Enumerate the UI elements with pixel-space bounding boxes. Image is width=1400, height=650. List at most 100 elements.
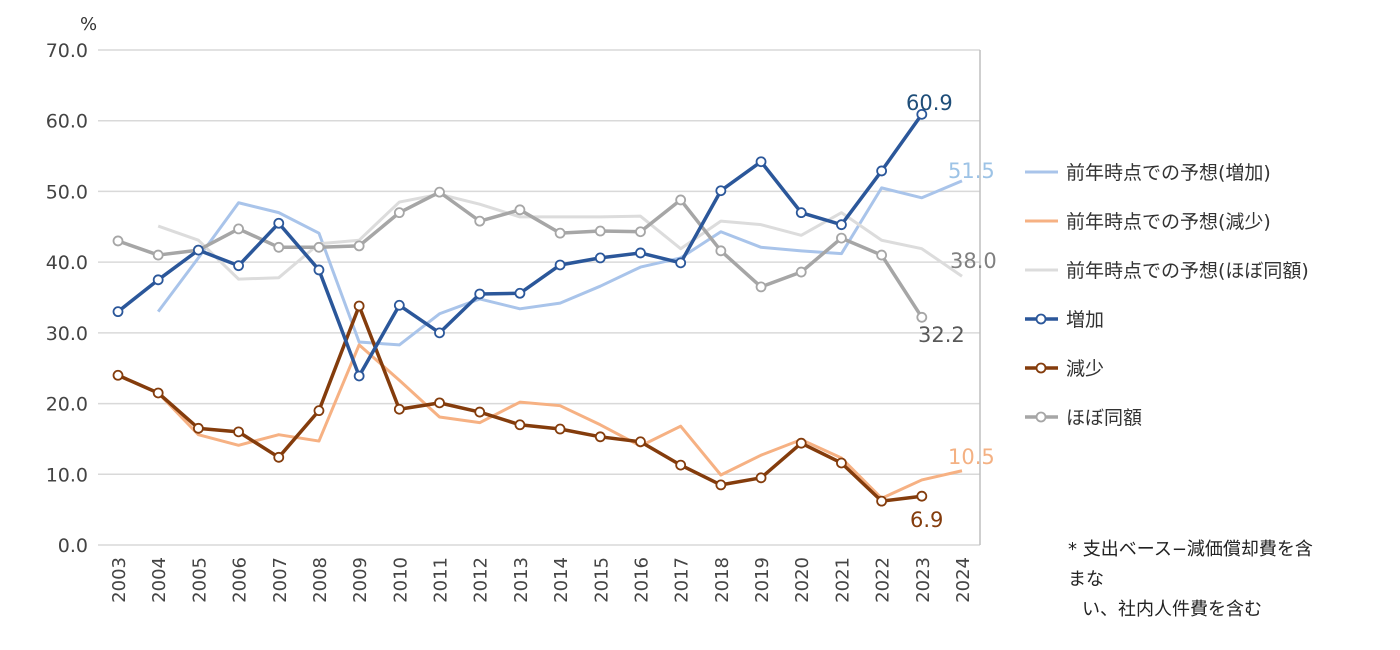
x-tick-label: 2015: [591, 557, 612, 603]
data-point: [474, 215, 486, 227]
end-value-label: 60.9: [906, 91, 953, 115]
x-tick-label: 2011: [431, 557, 452, 603]
series-line: [116, 113, 924, 378]
data-point: [594, 252, 606, 264]
x-tick-label: 2007: [270, 557, 291, 603]
data-point: [715, 185, 727, 197]
x-tick-label: 2014: [551, 557, 572, 603]
data-point: [192, 244, 204, 256]
data-point: [233, 223, 244, 235]
y-tick-label: 0.0: [58, 535, 88, 557]
data-point: [876, 165, 888, 177]
x-tick-label: 2008: [310, 557, 331, 603]
data-point: [353, 370, 365, 382]
data-point: [795, 437, 807, 449]
data-point: [273, 451, 285, 463]
data-point: [755, 472, 767, 484]
legend-label: 前年時点での予想(増加): [1066, 162, 1271, 184]
x-tick-label: 2006: [230, 557, 251, 603]
end-value-label: 51.5: [948, 159, 995, 183]
legend-label: ほぼ同額: [1066, 407, 1142, 429]
x-tick-label: 2016: [631, 557, 652, 603]
data-point: [594, 225, 606, 237]
data-point: [916, 311, 928, 323]
data-point: [594, 431, 606, 443]
end-value-label: 32.2: [918, 323, 965, 347]
data-point: [675, 257, 687, 269]
x-tick-label: 2022: [873, 557, 894, 603]
data-point: [514, 204, 526, 216]
data-point: [715, 245, 727, 257]
data-point: [554, 259, 566, 271]
legend-label: 増加: [1066, 309, 1104, 331]
data-point: [916, 108, 928, 120]
legend-marker: [1035, 411, 1047, 423]
data-point: [474, 406, 486, 418]
data-point: [876, 249, 888, 261]
data-point: [635, 247, 646, 259]
x-tick-label: 2004: [149, 557, 170, 603]
data-point: [675, 459, 687, 471]
data-point: [313, 241, 325, 253]
data-point: [836, 457, 847, 469]
end-value-label: 10.5: [948, 445, 995, 469]
data-point: [273, 217, 285, 229]
data-point: [876, 495, 888, 507]
legend-label: 前年時点での予想(ほぼ同額): [1066, 260, 1309, 282]
data-point: [434, 186, 445, 198]
data-point: [635, 436, 646, 448]
y-tick-label: 50.0: [46, 181, 88, 203]
x-tick-label: 2023: [913, 557, 934, 603]
data-point: [393, 207, 405, 219]
data-point: [112, 369, 124, 381]
data-point: [916, 490, 928, 502]
data-point: [434, 397, 445, 409]
data-point: [554, 423, 566, 435]
y-tick-label: 10.0: [46, 464, 88, 486]
data-point: [313, 264, 325, 276]
legend-label: 前年時点での予想(減少): [1066, 211, 1271, 233]
y-tick-label: 30.0: [46, 323, 88, 345]
data-point: [233, 260, 244, 272]
legend-label: 減少: [1066, 358, 1104, 380]
data-point: [353, 300, 365, 312]
data-point: [152, 387, 164, 399]
data-point: [112, 306, 124, 318]
y-tick-label: 20.0: [46, 394, 88, 416]
data-point: [112, 235, 124, 247]
x-tick-label: 2020: [792, 557, 813, 603]
data-point: [152, 249, 164, 261]
series-line: [156, 179, 963, 347]
data-point: [313, 405, 325, 417]
data-point: [554, 227, 566, 239]
legend-marker: [1035, 313, 1047, 325]
y-tick-label: 40.0: [46, 252, 88, 274]
data-point: [675, 194, 687, 206]
data-point: [635, 226, 646, 238]
y-tick-label: 60.0: [46, 111, 88, 133]
x-tick-label: 2005: [189, 557, 210, 603]
x-tick-label: 2021: [832, 557, 853, 603]
data-point: [715, 479, 727, 491]
data-point: [152, 274, 164, 286]
data-point: [353, 240, 365, 252]
y-unit-label: %: [80, 14, 97, 35]
x-tick-label: 2010: [390, 557, 411, 603]
end-value-label: 38.0: [950, 249, 997, 273]
footnote-line-1: * 支出ベース−減価償却費を含まな: [1068, 539, 1313, 590]
x-tick-label: 2012: [471, 557, 492, 603]
data-point: [393, 403, 405, 415]
x-tick-label: 2003: [109, 557, 130, 603]
data-point: [434, 327, 445, 339]
x-tick-label: 2019: [752, 557, 773, 603]
x-tick-label: 2009: [350, 557, 371, 603]
legend-marker: [1035, 362, 1047, 374]
data-point: [233, 426, 244, 438]
x-tick-label: 2018: [712, 557, 733, 603]
x-tick-label: 2017: [672, 557, 693, 603]
data-point: [755, 156, 767, 168]
x-tick-label: 2013: [511, 557, 532, 603]
end-value-label: 6.9: [910, 508, 943, 532]
